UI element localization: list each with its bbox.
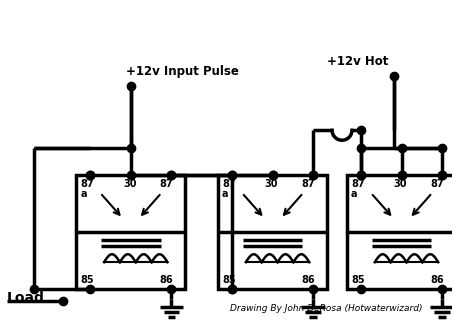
Text: 85: 85 <box>80 275 94 285</box>
Bar <box>347 175 454 289</box>
Text: a: a <box>222 189 228 199</box>
Bar <box>76 175 185 289</box>
Text: 30: 30 <box>394 179 407 189</box>
Text: Load: Load <box>7 291 45 305</box>
Text: 85: 85 <box>351 275 365 285</box>
Text: a: a <box>351 189 357 199</box>
Text: 86: 86 <box>159 275 173 285</box>
Text: 86: 86 <box>430 275 444 285</box>
Text: +12v Hot: +12v Hot <box>327 55 389 68</box>
Text: Drawing By John DeRosa (Hotwaterwizard): Drawing By John DeRosa (Hotwaterwizard) <box>230 304 422 313</box>
Text: 30: 30 <box>123 179 136 189</box>
Text: 85: 85 <box>222 275 236 285</box>
Text: +12v Input Pulse: +12v Input Pulse <box>126 65 239 78</box>
Text: 87: 87 <box>80 179 94 189</box>
Text: 86: 86 <box>301 275 315 285</box>
Bar <box>218 175 327 289</box>
Text: 87: 87 <box>222 179 236 189</box>
Text: 87: 87 <box>301 179 315 189</box>
Text: 30: 30 <box>265 179 278 189</box>
Text: 87: 87 <box>430 179 444 189</box>
Text: 87: 87 <box>159 179 173 189</box>
Text: a: a <box>80 189 87 199</box>
Text: 87: 87 <box>351 179 365 189</box>
